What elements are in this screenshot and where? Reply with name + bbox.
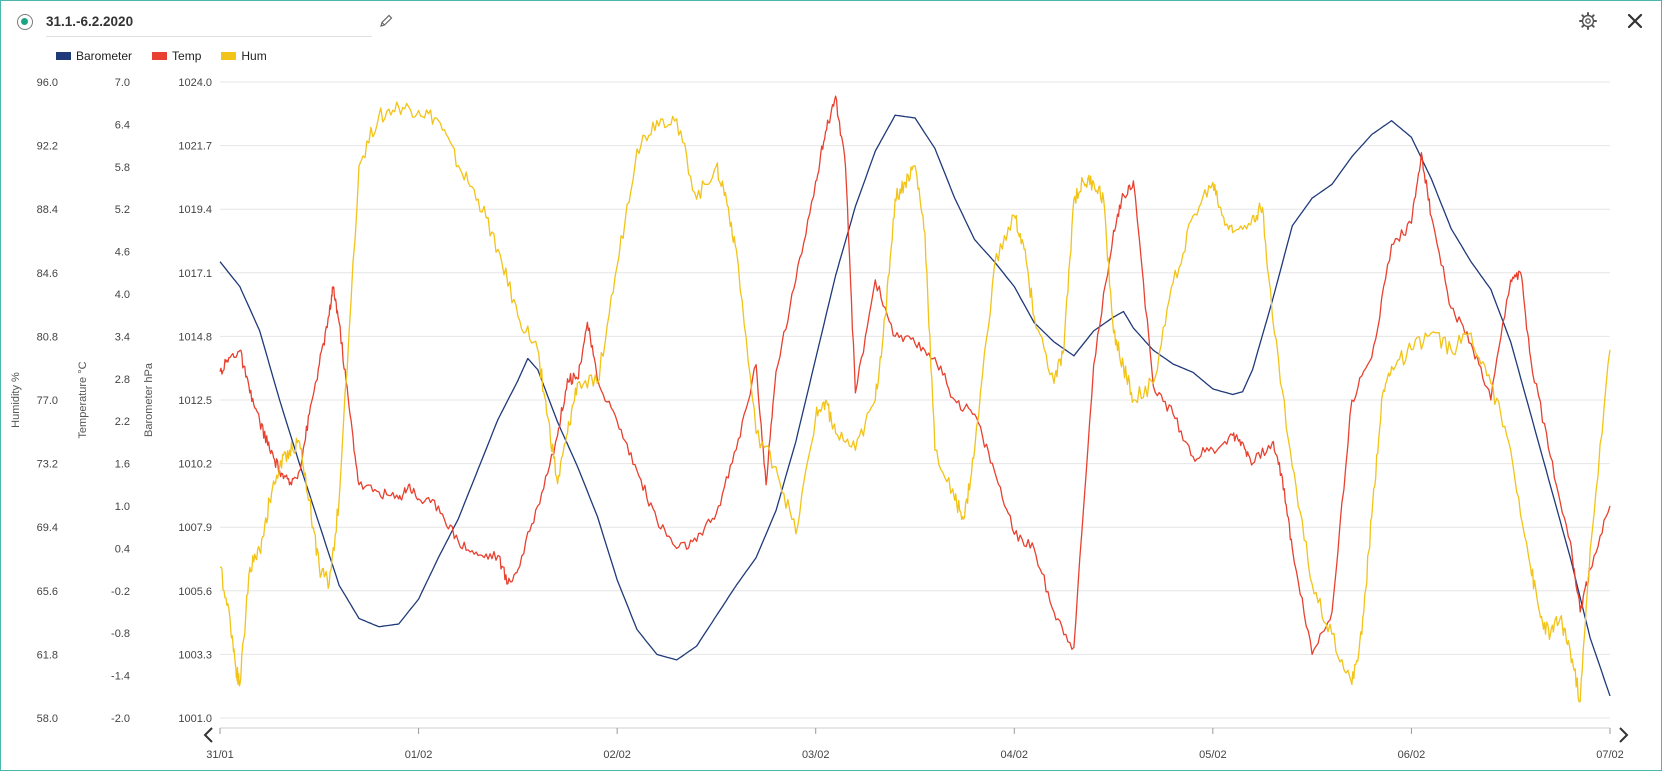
y-tick-label-temp: 2.2 bbox=[115, 416, 130, 428]
y-tick-label-baro: 1003.3 bbox=[178, 649, 212, 661]
series-line-barometer[interactable] bbox=[219, 114, 1611, 697]
y-tick-label-temp: -2.0 bbox=[111, 713, 130, 725]
y-tick-label-temp: 6.4 bbox=[115, 119, 130, 131]
y-tick-label-temp: 1.6 bbox=[115, 459, 130, 471]
y-tick-label-hum: 61.8 bbox=[37, 649, 58, 661]
chart-legend: Barometer Temp Hum bbox=[56, 47, 267, 65]
legend-label: Temp bbox=[172, 49, 202, 63]
y-tick-label-hum: 77.0 bbox=[37, 395, 58, 407]
x-tick-label: 04/02 bbox=[1001, 749, 1029, 761]
series-line-temp[interactable] bbox=[219, 95, 1611, 656]
y-tick-label-temp: -0.2 bbox=[111, 586, 130, 598]
y-tick-label-temp: 4.6 bbox=[115, 247, 130, 259]
y-tick-label-temp: -0.8 bbox=[111, 628, 130, 640]
y-tick-label-baro: 1001.0 bbox=[178, 713, 212, 725]
pencil-icon[interactable] bbox=[378, 13, 394, 29]
header-bar: 31.1.-6.2.2020 bbox=[0, 0, 1660, 42]
y-axis-title-hum: Humidity % bbox=[10, 372, 22, 428]
y-tick-label-temp: 5.8 bbox=[115, 162, 130, 174]
legend-label: Hum bbox=[241, 49, 267, 63]
y-tick-label-baro: 1014.8 bbox=[178, 331, 212, 343]
y-tick-label-temp: 5.2 bbox=[115, 204, 130, 216]
y-tick-label-hum: 96.0 bbox=[37, 77, 58, 89]
y-axis-title-temp: Temperature °C bbox=[77, 361, 89, 438]
legend-swatch bbox=[152, 52, 168, 60]
y-tick-label-baro: 1024.0 bbox=[178, 77, 212, 89]
y-tick-label-hum: 58.0 bbox=[37, 713, 58, 725]
legend-item-hum[interactable]: Hum bbox=[221, 47, 267, 65]
x-tick-label: 01/02 bbox=[405, 749, 433, 761]
legend-label: Barometer bbox=[76, 49, 133, 63]
title-field[interactable]: 31.1.-6.2.2020 bbox=[46, 12, 372, 37]
page-title: 31.1.-6.2.2020 bbox=[46, 14, 134, 29]
y-axis-title-baro: Barometer hPa bbox=[143, 362, 155, 437]
y-tick-label-baro: 1017.1 bbox=[178, 268, 212, 280]
x-tick-label: 06/02 bbox=[1398, 749, 1426, 761]
x-tick-label: 02/02 bbox=[603, 749, 631, 761]
y-tick-label-temp: -1.4 bbox=[111, 671, 130, 683]
y-tick-label-baro: 1005.6 bbox=[178, 586, 212, 598]
y-tick-label-hum: 73.2 bbox=[37, 459, 58, 471]
legend-swatch bbox=[221, 52, 237, 60]
gear-icon[interactable] bbox=[1578, 11, 1598, 31]
y-tick-label-baro: 1010.2 bbox=[178, 459, 212, 471]
series-line-hum[interactable] bbox=[219, 101, 1611, 703]
close-icon[interactable] bbox=[1625, 11, 1645, 31]
y-tick-label-hum: 69.4 bbox=[37, 522, 58, 534]
y-tick-label-temp: 1.0 bbox=[115, 501, 130, 513]
legend-item-barometer[interactable]: Barometer bbox=[56, 47, 132, 65]
x-tick-label: 07/02 bbox=[1596, 749, 1624, 761]
y-tick-label-baro: 1021.7 bbox=[178, 141, 212, 153]
y-tick-label-baro: 1019.4 bbox=[178, 204, 212, 216]
y-tick-label-hum: 88.4 bbox=[37, 204, 58, 216]
y-tick-label-temp: 4.0 bbox=[115, 289, 130, 301]
x-tick-label: 05/02 bbox=[1199, 749, 1227, 761]
y-tick-label-temp: 2.8 bbox=[115, 374, 130, 386]
y-tick-label-hum: 84.6 bbox=[37, 268, 58, 280]
y-tick-label-hum: 65.6 bbox=[37, 586, 58, 598]
y-tick-label-temp: 3.4 bbox=[115, 331, 130, 343]
y-tick-label-baro: 1007.9 bbox=[178, 522, 212, 534]
y-tick-label-hum: 80.8 bbox=[37, 331, 58, 343]
x-tick-label: 03/02 bbox=[802, 749, 830, 761]
y-tick-label-temp: 0.4 bbox=[115, 543, 130, 555]
x-tick-label: 31/01 bbox=[206, 749, 234, 761]
scroll-left-icon[interactable] bbox=[203, 727, 213, 743]
y-tick-label-baro: 1012.5 bbox=[178, 395, 212, 407]
legend-swatch bbox=[56, 52, 71, 60]
radio-selected-icon[interactable] bbox=[17, 14, 33, 30]
scroll-right-icon[interactable] bbox=[1619, 727, 1629, 743]
y-tick-label-hum: 92.2 bbox=[37, 141, 58, 153]
y-tick-label-temp: 7.0 bbox=[115, 77, 130, 89]
legend-item-temp[interactable]: Temp bbox=[152, 47, 201, 65]
